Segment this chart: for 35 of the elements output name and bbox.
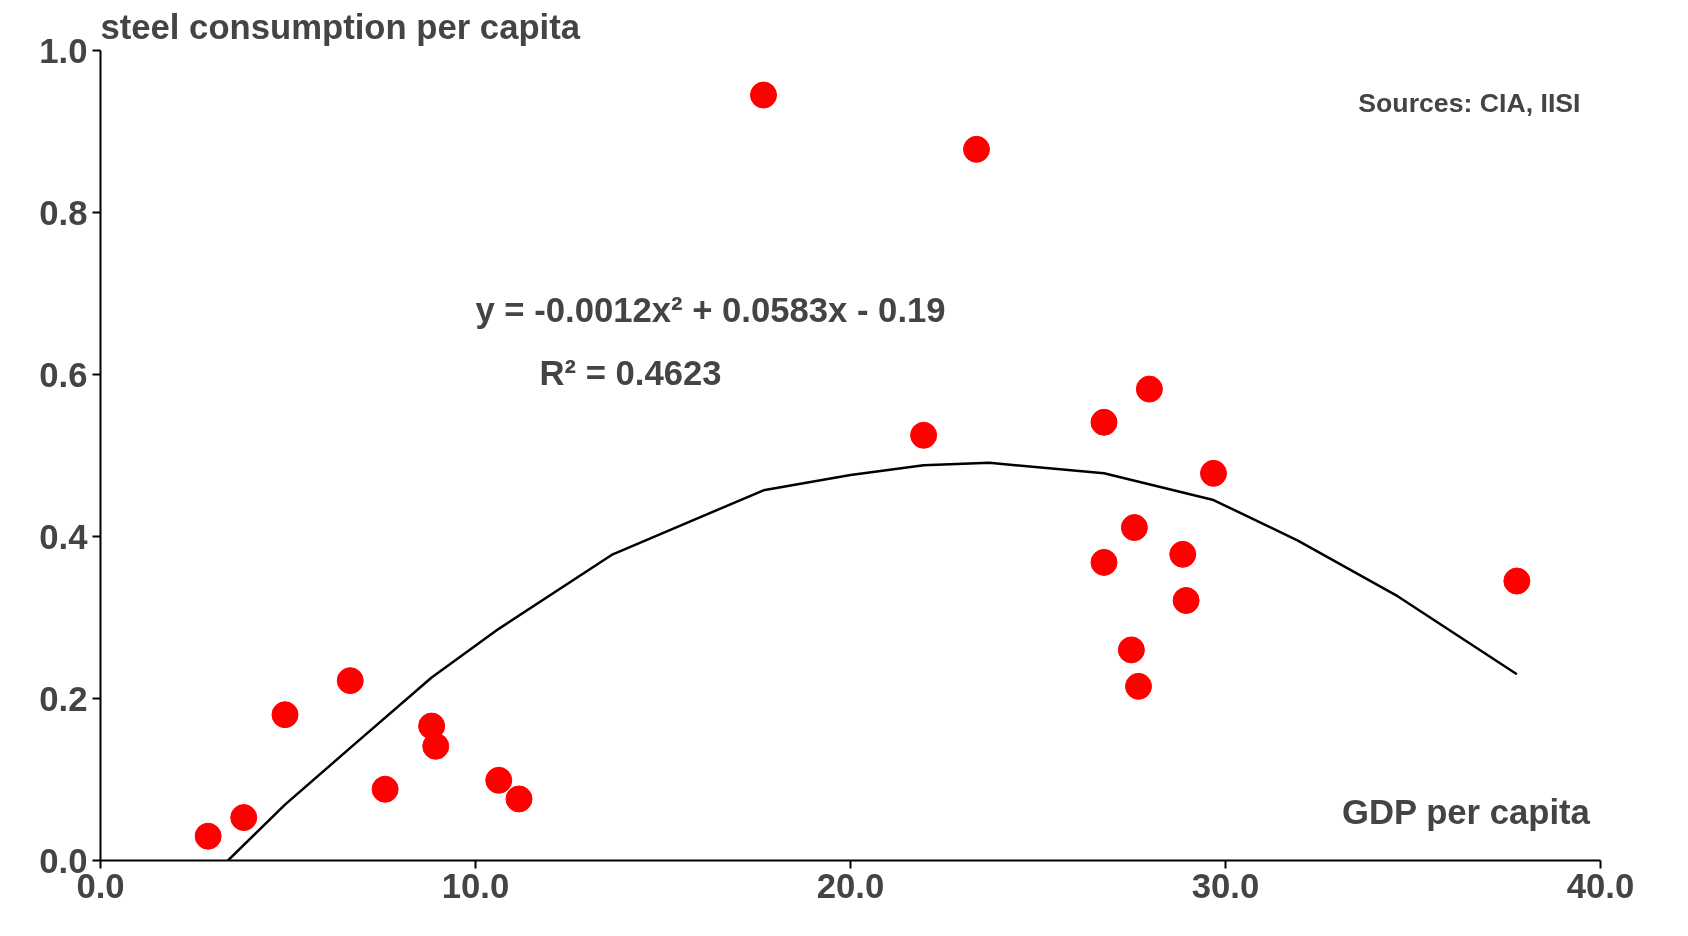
point — [336, 667, 364, 695]
x-tick-label: 20.0 — [816, 866, 885, 905]
x-tick-label: 40.0 — [1566, 866, 1635, 905]
y-tick-label: 1.0 — [39, 31, 88, 70]
annotation: R² = 0.4623 — [539, 353, 722, 392]
point — [1172, 587, 1200, 614]
y-tick-label: 0.8 — [39, 193, 88, 232]
point — [963, 135, 990, 163]
point — [1120, 514, 1148, 542]
annotation: y = -0.0012x² + 0.0583x - 0.19 — [475, 290, 946, 329]
y-tick-label: 0.2 — [39, 679, 88, 718]
point — [1200, 459, 1227, 487]
point — [1135, 375, 1163, 403]
point — [505, 785, 533, 813]
point — [194, 822, 222, 850]
point — [1090, 548, 1118, 576]
point — [1125, 672, 1152, 700]
point — [1090, 408, 1118, 436]
point — [1117, 636, 1145, 664]
x-tick-label: 30.0 — [1191, 866, 1260, 905]
point — [750, 81, 777, 109]
y-axis-title: steel consumption per capita — [100, 7, 581, 46]
point — [1169, 540, 1197, 568]
point — [371, 775, 399, 803]
y-tick-label: 0.6 — [39, 355, 88, 394]
y-tick-label: 0.4 — [39, 517, 89, 556]
point — [230, 804, 258, 832]
point — [1503, 567, 1531, 595]
point — [910, 421, 938, 449]
point — [422, 732, 450, 760]
x-axis-title: GDP per capita — [1342, 792, 1591, 831]
point — [271, 701, 299, 729]
annotation: Sources: CIA, IISI — [1358, 87, 1581, 118]
x-tick-label: 10.0 — [441, 866, 510, 905]
point — [485, 766, 513, 794]
